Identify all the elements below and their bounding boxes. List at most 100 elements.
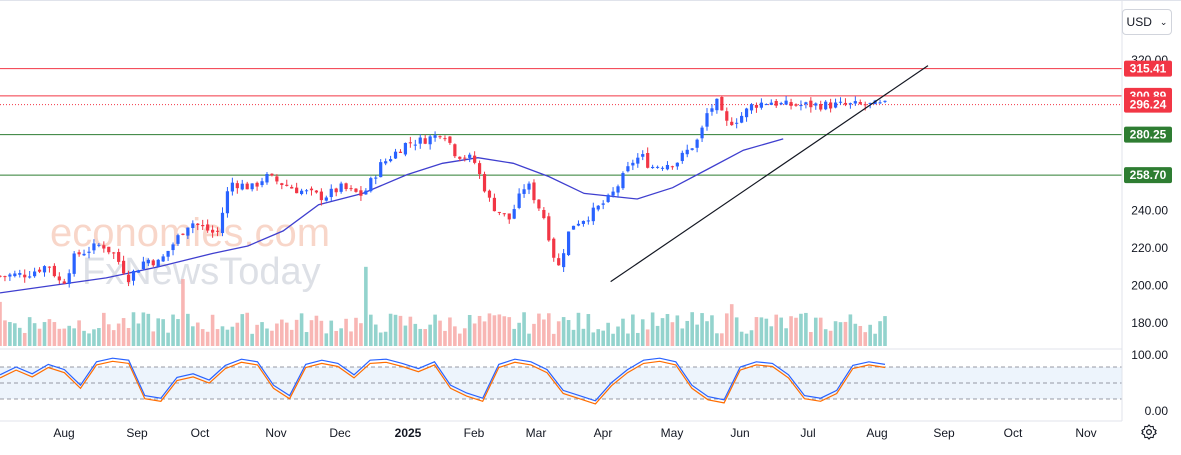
- candle-body: [646, 152, 650, 168]
- candle-body: [576, 223, 581, 226]
- candle-body: [201, 225, 205, 227]
- volume-bar: [883, 316, 887, 346]
- volume-bar: [13, 323, 17, 346]
- candle-body: [72, 253, 76, 274]
- candle-body: [735, 122, 739, 124]
- volume-bar: [275, 323, 279, 346]
- candle-body: [799, 104, 803, 107]
- time-tick-label: Jun: [730, 426, 749, 440]
- time-tick-label: Feb: [464, 426, 485, 440]
- volume-bar: [225, 329, 230, 346]
- volume-bar: [467, 314, 472, 346]
- candle-body: [191, 223, 195, 229]
- candle-body: [270, 173, 274, 176]
- candle-body: [329, 188, 333, 198]
- volume-bar: [354, 317, 358, 346]
- volume-bar: [32, 323, 37, 346]
- trendline[interactable]: [610, 65, 929, 283]
- volume-bar: [62, 328, 67, 346]
- volume-bar: [729, 304, 734, 346]
- time-tick-label: Nov: [1075, 426, 1096, 440]
- volume-bar: [507, 317, 512, 346]
- candle-body: [393, 151, 398, 159]
- volume-bar: [715, 333, 719, 346]
- volume-bar: [17, 327, 22, 346]
- gear-icon[interactable]: [1140, 423, 1158, 441]
- volume-bar: [675, 315, 680, 346]
- volume-bar: [809, 331, 813, 346]
- candle-body: [522, 189, 526, 194]
- candle-body: [552, 238, 556, 258]
- oscillator-pane: [0, 348, 1122, 405]
- oscillator-tick-label: 0.00: [1145, 404, 1169, 418]
- volume-bar: [566, 320, 571, 346]
- candle-body: [97, 244, 101, 246]
- candle-body: [769, 102, 773, 105]
- time-tick-label: May: [661, 426, 684, 440]
- candle-body: [42, 266, 47, 273]
- candle-body: [784, 100, 788, 105]
- candle-body: [225, 191, 230, 214]
- volume-bar: [561, 317, 566, 346]
- volume-bar: [270, 330, 274, 346]
- volume-bar: [532, 323, 536, 346]
- volume-bar: [27, 317, 32, 346]
- candle-body: [374, 177, 378, 179]
- volume-bar: [695, 324, 699, 346]
- volume-bar: [858, 325, 863, 346]
- candle-body: [334, 188, 338, 193]
- volume-bar: [759, 317, 764, 346]
- volume-bar: [205, 331, 210, 346]
- candle-body: [566, 231, 571, 256]
- candle-body: [660, 167, 665, 169]
- candle-body: [359, 190, 363, 196]
- volume-bar: [230, 326, 235, 346]
- volume-bar: [635, 332, 640, 346]
- candle-body: [705, 113, 709, 127]
- time-axis[interactable]: Aug Sep Oct Nov Dec 2025 Feb Mar Apr May Jun Jul Aug…: [0, 420, 1122, 440]
- candle-body: [586, 220, 590, 222]
- volume-bar: [482, 321, 487, 346]
- volume-bar: [571, 329, 576, 346]
- volume-bar: [102, 312, 106, 346]
- candle-body: [146, 259, 150, 264]
- candle-body: [655, 166, 660, 168]
- watermark: economies.com FxNewsToday: [50, 211, 330, 293]
- volume-bar: [724, 313, 729, 346]
- candle-body: [413, 144, 417, 146]
- candle-body: [384, 161, 388, 164]
- volume-bar: [403, 325, 408, 346]
- candle-body: [853, 101, 857, 104]
- candle-body: [418, 137, 422, 144]
- volume-bar: [200, 329, 205, 346]
- currency-dropdown[interactable]: USD ⌄: [1122, 9, 1172, 35]
- volume-bar: [863, 332, 868, 346]
- volume-bar: [121, 318, 126, 346]
- volume-bar: [319, 320, 324, 346]
- volume-bar: [304, 332, 309, 346]
- volume-bar: [789, 316, 793, 346]
- candle-body: [136, 270, 141, 273]
- volume-bar: [838, 322, 843, 346]
- candle-body: [463, 157, 467, 159]
- volume-bar: [339, 328, 343, 346]
- volume-bar: [334, 330, 339, 346]
- candle-body: [309, 188, 314, 191]
- candle-body: [408, 142, 412, 144]
- volume-bar: [393, 314, 398, 346]
- candle-body: [720, 97, 724, 111]
- candle-body: [280, 183, 284, 185]
- volume-bar: [418, 328, 423, 346]
- volume-bar: [828, 330, 833, 346]
- time-tick-label: Sep: [126, 426, 148, 440]
- level-label: 280.25: [1130, 128, 1167, 142]
- volume-bar: [398, 315, 403, 346]
- time-tick-label: Oct: [1004, 426, 1023, 440]
- candle-body: [379, 162, 383, 178]
- volume-bar: [833, 321, 838, 346]
- volume-bar: [77, 320, 81, 346]
- candle-body: [388, 159, 393, 162]
- candle-body: [730, 121, 734, 126]
- volume-bar: [601, 330, 605, 346]
